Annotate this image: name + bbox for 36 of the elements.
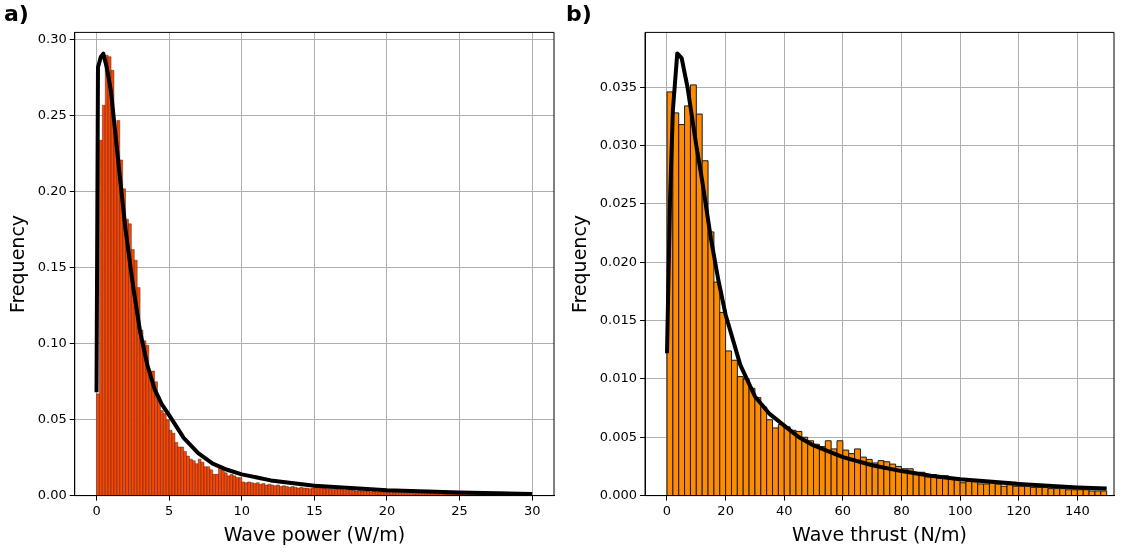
x-tick-label: 40 [775,502,793,518]
y-tick-label: 0.25 [37,107,67,123]
chart-title: b) [566,0,592,26]
y-tick-label: 0.015 [599,311,638,327]
y-tick-label: 0.30 [37,31,67,47]
x-tick-label: 20 [717,502,734,518]
x-tick-label: 25 [451,502,468,518]
x-tick-label: 0 [662,502,672,518]
y-tick-label: 0.10 [37,335,67,351]
y-tick-label: 0.000 [599,486,638,502]
x-tick-label: 0 [92,502,101,518]
y-tick-label: 0.025 [599,195,638,211]
x-tick-label: 80 [893,502,910,518]
y-tick-label: 0.035 [599,78,638,94]
y-axis-title: Frequency [6,214,29,314]
x-tick-label: 30 [523,502,541,518]
x-tick-label: 20 [378,502,396,518]
x-tick-label: 140 [1064,502,1090,518]
chart-title: a) [4,0,29,26]
x-axis-title: Wave thrust (N/m) [792,522,967,545]
x-tick-label: 60 [834,502,852,518]
y-tick-label: 0.05 [37,411,67,427]
y-tick-label: 0.005 [599,428,638,444]
x-tick-label: 10 [233,502,251,518]
y-tick-label: 0.20 [37,183,67,199]
y-tick-label: 0.010 [599,370,638,386]
x-tick-label: 100 [947,502,973,518]
y-axis-title: Frequency [568,214,591,314]
x-axis-title: Wave power (W/m) [223,522,406,545]
x-tick-label: 5 [165,502,174,518]
x-tick-label: 120 [1006,502,1032,518]
y-tick-label: 0.020 [599,253,638,269]
y-tick-label: 0.030 [599,136,638,152]
y-tick-label: 0.00 [37,486,67,502]
x-tick-label: 15 [306,502,323,518]
y-tick-label: 0.15 [37,259,67,275]
